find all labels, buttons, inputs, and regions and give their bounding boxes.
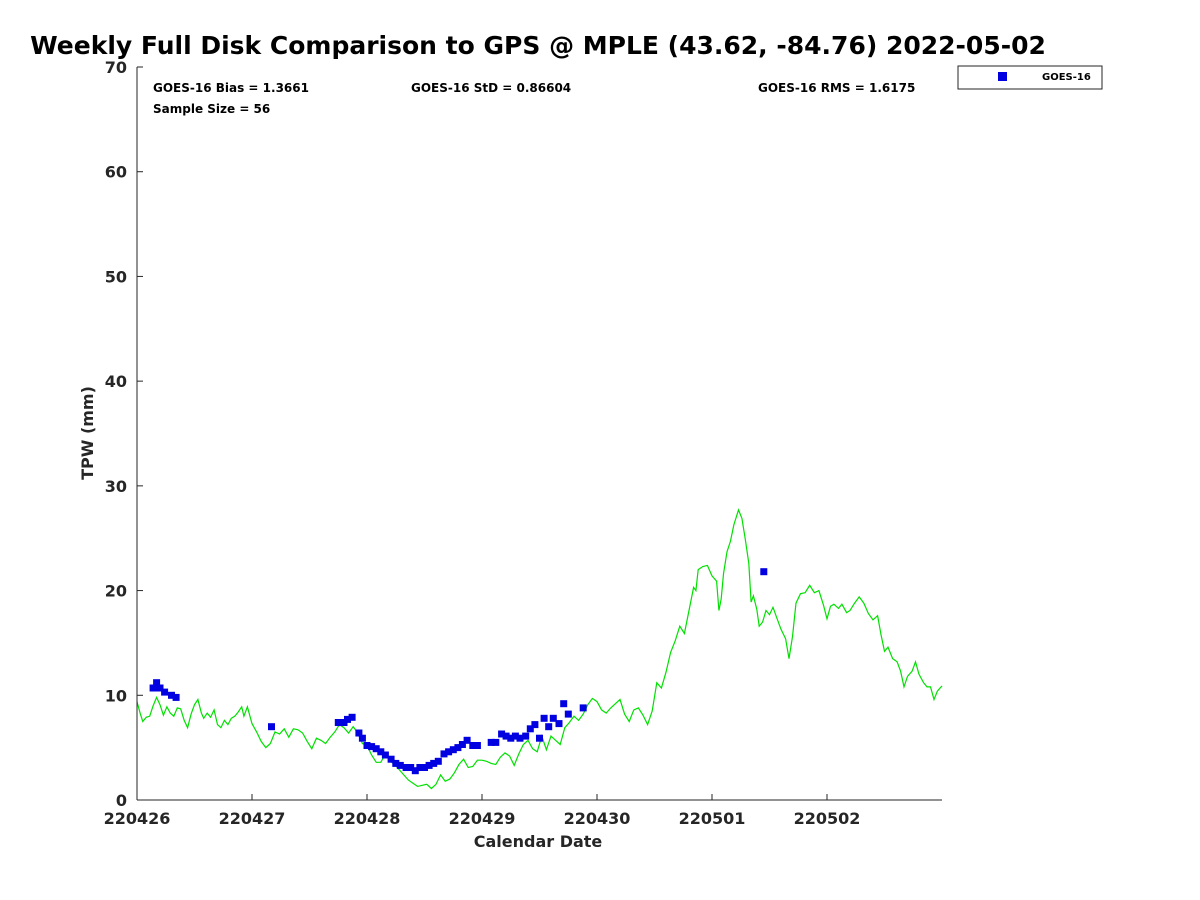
- y-tick-label: 0: [116, 791, 127, 810]
- legend-box: [957, 65, 1103, 90]
- y-ticks: 0 10 20 30 40 50 60 70: [105, 58, 143, 810]
- goes-16-point: [268, 723, 275, 731]
- x-tick-label: 220501: [679, 809, 746, 828]
- goes-16-point: [564, 710, 572, 718]
- goes-16-point: [492, 738, 500, 746]
- y-tick-label: 70: [105, 58, 127, 77]
- goes-16-point: [507, 734, 515, 742]
- goes-16-point: [434, 757, 442, 765]
- goes-16-point: [549, 714, 557, 722]
- rms-stat: GOES-16 RMS = 1.6175: [758, 81, 915, 95]
- y-tick-label: 40: [105, 372, 127, 391]
- legend: GOES-16: [957, 65, 1103, 90]
- goes-16-point: [392, 759, 400, 767]
- goes-16-point: [421, 764, 428, 771]
- goes-16-point: [344, 715, 351, 723]
- goes-16-point: [531, 721, 539, 729]
- goes-16-point: [368, 743, 376, 751]
- gps-line: [136, 508, 943, 790]
- x-tick-label: 220426: [104, 809, 171, 828]
- y-tick-label: 20: [105, 582, 127, 601]
- x-ticks: 220426 220427 220428 220429 220430 220501 2205…: [104, 794, 861, 828]
- goes-16-point: [172, 693, 180, 701]
- goes-16-point: [372, 745, 380, 753]
- plot-area: [137, 67, 942, 800]
- x-tick-label: 220429: [449, 809, 516, 828]
- goes-16-point: [377, 748, 385, 756]
- goes-16-point: [430, 759, 438, 767]
- goes-16-point: [381, 751, 389, 759]
- goes-16-point: [168, 691, 175, 699]
- goes-16-point: [463, 736, 471, 744]
- goes-16-point: [156, 684, 164, 692]
- y-tick-label: 50: [105, 267, 127, 286]
- x-axis-label: Calendar Date: [474, 832, 603, 851]
- goes-16-point: [161, 688, 169, 696]
- goes-16-point: [760, 568, 768, 576]
- goes-16-point: [526, 725, 534, 733]
- goes-16-point: [355, 729, 363, 737]
- goes-16-point: [149, 684, 157, 692]
- chart-title: Weekly Full Disk Comparison to GPS @ MPL…: [30, 31, 1046, 60]
- goes-16-point: [511, 732, 519, 740]
- goes-16-point: [469, 742, 477, 749]
- goes-16-point: [411, 767, 419, 775]
- goes-16-point: [473, 742, 481, 749]
- legend-label-goes-16: GOES-16: [1042, 72, 1091, 83]
- goes-16-point: [458, 741, 466, 748]
- goes-16-point: [502, 732, 510, 740]
- std-stat: GOES-16 StD = 0.86604: [411, 81, 571, 95]
- goes-16-point: [516, 734, 524, 742]
- goes-16-point: [396, 761, 404, 769]
- goes-16-point: [487, 738, 495, 746]
- axes: [136, 67, 942, 801]
- goes-16-point: [522, 732, 530, 740]
- x-tick-label: 220502: [794, 809, 861, 828]
- y-tick-label: 10: [105, 686, 127, 705]
- sample-size-stat: Sample Size = 56: [153, 102, 270, 116]
- goes-16-point: [536, 734, 543, 742]
- goes-16-point: [445, 748, 453, 756]
- goes-16-point: [334, 719, 342, 726]
- goes-16-point: [416, 764, 424, 771]
- goes-16-point: [348, 713, 356, 721]
- goes-16-point: [440, 750, 448, 758]
- goes-16-point: [540, 714, 548, 722]
- y-axis-label: TPW (mm): [78, 386, 97, 480]
- goes-16-point: [358, 734, 366, 742]
- goes-16-point: [153, 679, 161, 687]
- goes-16-point: [555, 720, 563, 728]
- y-tick-label: 60: [105, 163, 127, 182]
- goes-16-point: [425, 761, 433, 769]
- goes-16-point: [363, 742, 371, 749]
- goes-16-point: [579, 704, 587, 712]
- goes-16-point: [498, 730, 506, 738]
- goes-16-point: [407, 764, 415, 771]
- gps-series: [136, 508, 943, 790]
- goes-16-point: [387, 755, 395, 763]
- goes-16-series: [149, 568, 768, 775]
- y-tick-label: 30: [105, 477, 127, 496]
- x-tick-label: 220430: [564, 809, 631, 828]
- goes-16-point: [402, 764, 410, 771]
- x-tick-label: 220427: [219, 809, 286, 828]
- goes-16-point: [560, 700, 568, 708]
- goes-16-point: [449, 746, 457, 754]
- goes-16-point: [545, 723, 553, 731]
- x-tick-label: 220428: [334, 809, 401, 828]
- legend-marker-goes-16: [998, 72, 1007, 81]
- goes-16-point: [454, 744, 462, 752]
- bias-stat: GOES-16 Bias = 1.3661: [153, 81, 309, 95]
